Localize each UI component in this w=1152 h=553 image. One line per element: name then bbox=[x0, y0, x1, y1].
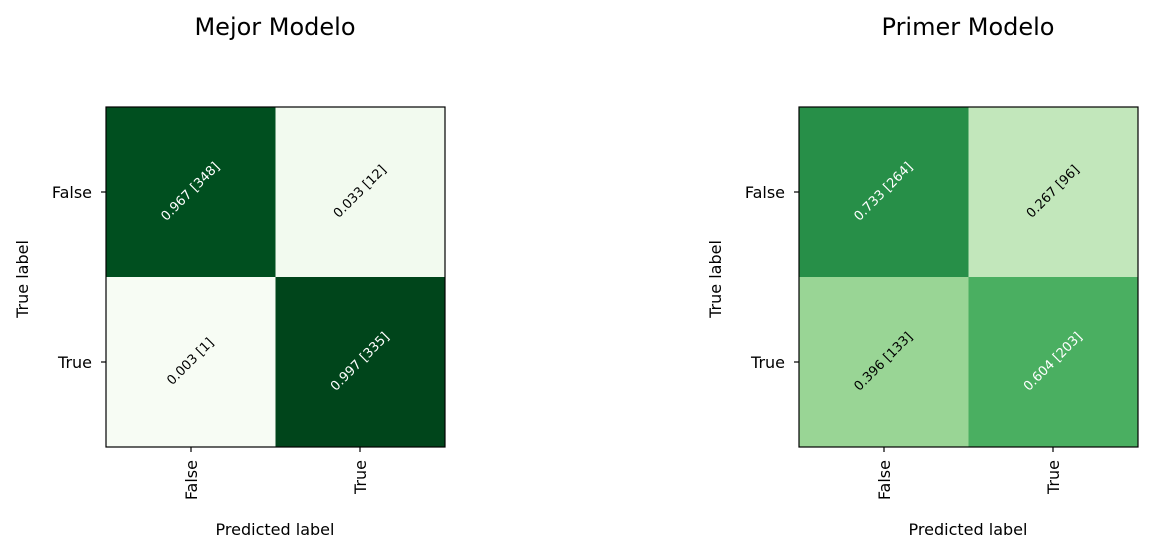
x-tick-label-true-1: True bbox=[351, 460, 370, 495]
y-tick-label-false-1: False bbox=[52, 183, 92, 202]
heatmap-cell-p2-r1-c0 bbox=[799, 277, 969, 447]
heatmap-cell-p1-r1-c1 bbox=[275, 277, 445, 447]
matrix-cells-1: 0.967 [348] 0.033 [12]0.003 [1] 0.997 [335… bbox=[106, 107, 445, 447]
chart-title-2: Primer Modelo bbox=[882, 13, 1055, 41]
x-axis-label-2: Predicted label bbox=[909, 520, 1028, 539]
matrix-cells-2: 0.733 [264] 0.267 [96]0.396 [133] 0.604 [2… bbox=[799, 107, 1138, 447]
x-tick-label-false-1: False bbox=[182, 460, 201, 500]
heatmap-cell-p1-r1-c0 bbox=[106, 277, 276, 447]
heatmap-cell-p2-r0-c1 bbox=[968, 107, 1138, 277]
chart-title-1: Mejor Modelo bbox=[194, 13, 355, 41]
x-tick-label-true-2: True bbox=[1044, 460, 1063, 495]
y-tick-label-false-2: False bbox=[745, 183, 785, 202]
y-tick-label-true-2: True bbox=[750, 353, 785, 372]
y-axis-label-2: True label bbox=[706, 240, 725, 319]
x-tick-label-false-2: False bbox=[875, 460, 894, 500]
y-tick-label-true-1: True bbox=[57, 353, 92, 372]
heatmap-cell-p2-r0-c0 bbox=[799, 107, 969, 277]
confusion-matrix-panel-2: Primer Modelo 0.733 [264] 0.267 [96]0.396… bbox=[706, 13, 1139, 539]
heatmap-cell-p2-r1-c1 bbox=[968, 277, 1138, 447]
plot-frame-1 bbox=[105, 106, 446, 448]
heatmap-cell-p1-r0-c1 bbox=[275, 107, 445, 277]
y-axis-label-1: True label bbox=[13, 240, 32, 319]
plot-frame-2 bbox=[798, 106, 1139, 448]
x-axis-label-1: Predicted label bbox=[216, 520, 335, 539]
confusion-matrix-panel-1: Mejor Modelo 0.967 [348] 0.033 [12]0.003 … bbox=[13, 13, 446, 539]
heatmap-cell-p1-r0-c0 bbox=[106, 107, 276, 277]
